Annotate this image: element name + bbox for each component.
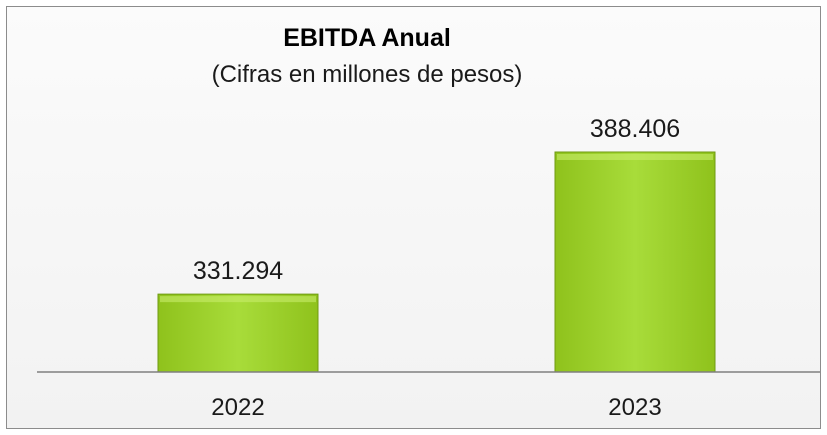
bar-chart-plot: 331.294 2022 388.406 2023 [37, 115, 820, 421]
x-tick-label-2023: 2023 [608, 394, 661, 421]
data-label-2022: 331.294 [193, 257, 283, 285]
x-tick-label-2022: 2022 [211, 394, 264, 421]
chart-subtitle: (Cifras en millones de pesos) [211, 61, 523, 88]
chart-title: EBITDA Anual [283, 24, 451, 52]
chart-frame: EBITDA Anual (Cifras en millones de peso… [6, 6, 821, 429]
bar-2023 [554, 151, 716, 373]
bar-2022 [157, 293, 319, 373]
bar-highlight-2023 [557, 154, 713, 160]
data-label-2023: 388.406 [590, 115, 680, 143]
bar-highlight-2022 [160, 296, 316, 303]
